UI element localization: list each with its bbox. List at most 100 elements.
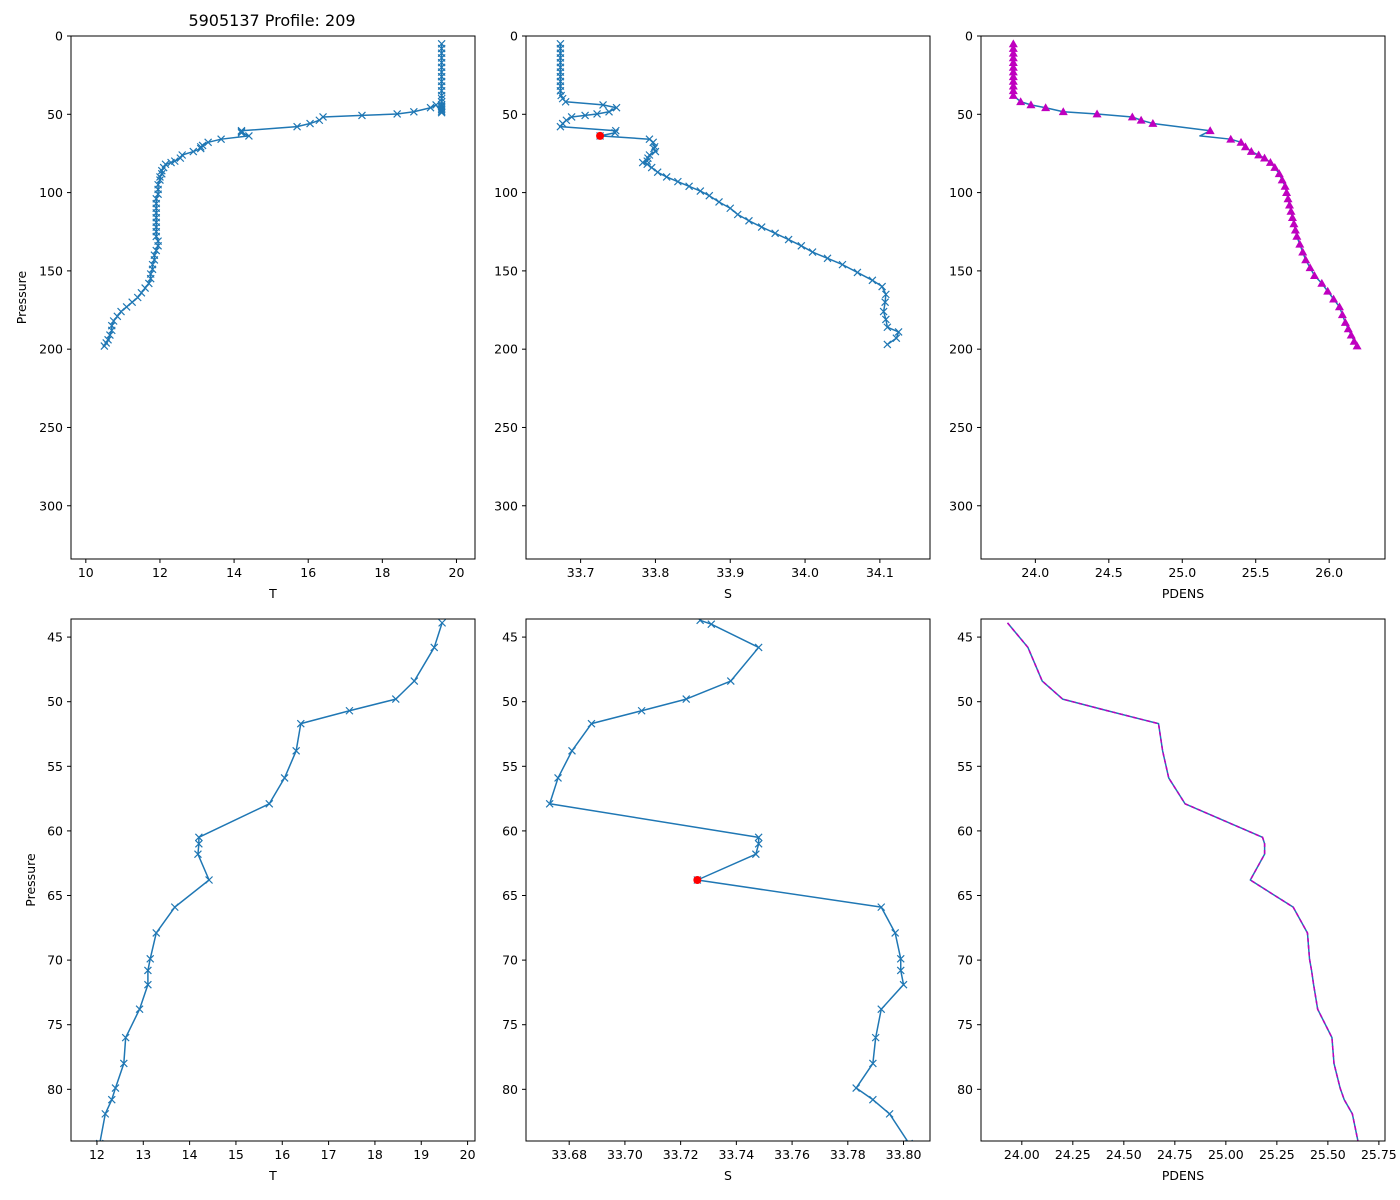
data-point-triangle [1008, 53, 1018, 62]
data-point-x [868, 276, 877, 285]
data-point-triangle [1008, 86, 1018, 95]
plot-area [1008, 39, 1362, 350]
data-point-x [393, 110, 402, 118]
data-point-triangle [1058, 107, 1068, 116]
data-point-triangle [1286, 206, 1296, 215]
data-point-x [170, 903, 179, 912]
data-point-x [797, 241, 806, 250]
data-point-x [561, 97, 570, 106]
data-point-triangle [1136, 115, 1146, 124]
data-point-x [156, 173, 164, 181]
data-point-x [554, 774, 562, 782]
data-point-x [612, 103, 621, 112]
data-point-x [430, 643, 439, 652]
chart-panel-top-right: 24.0 24.5 25.0 25.5 26.0 0 50 100 150 200 250 300 PD… [949, 29, 1386, 601]
x-tick-label: 19 [413, 1147, 429, 1162]
data-point-x [823, 254, 832, 263]
data-point-x [122, 302, 131, 311]
x-tick-label: 25.50 [1310, 1147, 1346, 1162]
data-point-x [651, 147, 660, 156]
x-axis-label: T [268, 1168, 277, 1183]
data-point-x [137, 288, 146, 297]
data-point-x [154, 241, 163, 250]
y-tick-label: 50 [957, 107, 973, 122]
axes-frame [70, 618, 476, 1142]
data-point-x [871, 1033, 880, 1042]
data-point-x [156, 176, 164, 184]
panels: 10 12 14 16 18 20050100150200250300TPressure3… [14, 29, 1397, 1184]
y-tick-label: 60 [47, 823, 63, 838]
data-point-x [892, 334, 901, 343]
axes-frame [525, 35, 931, 560]
x-tick-label: 33.72 [663, 1147, 699, 1162]
y-tick-label: 250 [949, 420, 973, 435]
data-point-triangle [1317, 278, 1327, 287]
data-point-x [877, 903, 886, 912]
x-tick-label: 25.5 [1242, 565, 1270, 580]
data-point-x [754, 643, 763, 652]
x-tick-label: 14 [226, 565, 242, 580]
data-point-x [133, 293, 142, 302]
x-tick-label: 16 [300, 565, 316, 580]
x-tick-label: 25.00 [1208, 1147, 1244, 1162]
y-tick-label: 75 [47, 1017, 63, 1032]
data-point-x [144, 279, 153, 288]
data-point-x [107, 1095, 116, 1104]
data-point-dot [596, 131, 605, 140]
data-point-triangle [1343, 324, 1353, 333]
data-point-triangle [1240, 142, 1250, 151]
data-point-x [437, 94, 446, 103]
data-point-x [682, 695, 691, 704]
series-line-s [548, 619, 909, 1141]
data-point-triangle [1301, 255, 1311, 264]
data-point-x [879, 307, 888, 316]
data-point-triangle [1292, 231, 1302, 240]
x-tick-label: 14 [182, 1147, 198, 1162]
data-point-x [196, 142, 205, 151]
x-axis-label: T [268, 586, 277, 601]
plot-area [556, 39, 903, 349]
x-tick-label: 33.76 [774, 1147, 810, 1162]
data-point-x [599, 100, 607, 109]
x-tick-label: 33.9 [716, 565, 744, 580]
data-point-x [881, 315, 890, 324]
y-tick-label: 80 [47, 1082, 63, 1097]
x-tick-label: 34.0 [791, 565, 819, 580]
x-tick-label: 33.70 [607, 1147, 643, 1162]
data-point-triangle [1041, 103, 1051, 112]
data-point-x [649, 138, 658, 147]
data-point-triangle [1323, 286, 1333, 295]
data-point-triangle [1008, 81, 1018, 90]
y-tick-label: 50 [47, 694, 63, 709]
y-tick-label: 300 [494, 498, 518, 513]
data-point-triangle [1309, 271, 1319, 279]
data-point-x [437, 105, 446, 114]
data-point-x [593, 110, 601, 118]
data-point-x [896, 966, 905, 975]
data-point-x [105, 331, 114, 340]
data-point-x [885, 1109, 894, 1118]
data-point-triangle [1295, 239, 1305, 248]
data-point-triangle [1289, 219, 1299, 228]
x-tick-label: 33.80 [886, 1147, 922, 1162]
x-axis-label: PDENS [1162, 586, 1204, 601]
data-point-x [611, 128, 619, 137]
data-point-triangle [1236, 137, 1246, 146]
data-point-x [868, 1095, 877, 1104]
data-point-triangle [1274, 169, 1284, 178]
data-point-x [152, 246, 161, 255]
data-point-triangle [1346, 330, 1356, 339]
data-point-x [653, 168, 662, 177]
data-point-x [296, 719, 305, 728]
chart-panel-bottom-middle: 33.68 33.70 33.72 33.74 33.76 33.78 33.80 45 50 5… [502, 618, 931, 1183]
x-axis-label: PDENS [1162, 1168, 1204, 1183]
data-point-x [194, 833, 203, 842]
data-point-x [117, 307, 125, 316]
data-point-x [771, 229, 780, 238]
data-point-x [410, 677, 419, 685]
data-point-triangle [1334, 302, 1344, 311]
x-tick-label: 24.00 [1004, 1147, 1040, 1162]
x-tick-label: 25.25 [1259, 1147, 1295, 1162]
data-point-x [152, 232, 161, 241]
data-point-dot [693, 876, 702, 884]
